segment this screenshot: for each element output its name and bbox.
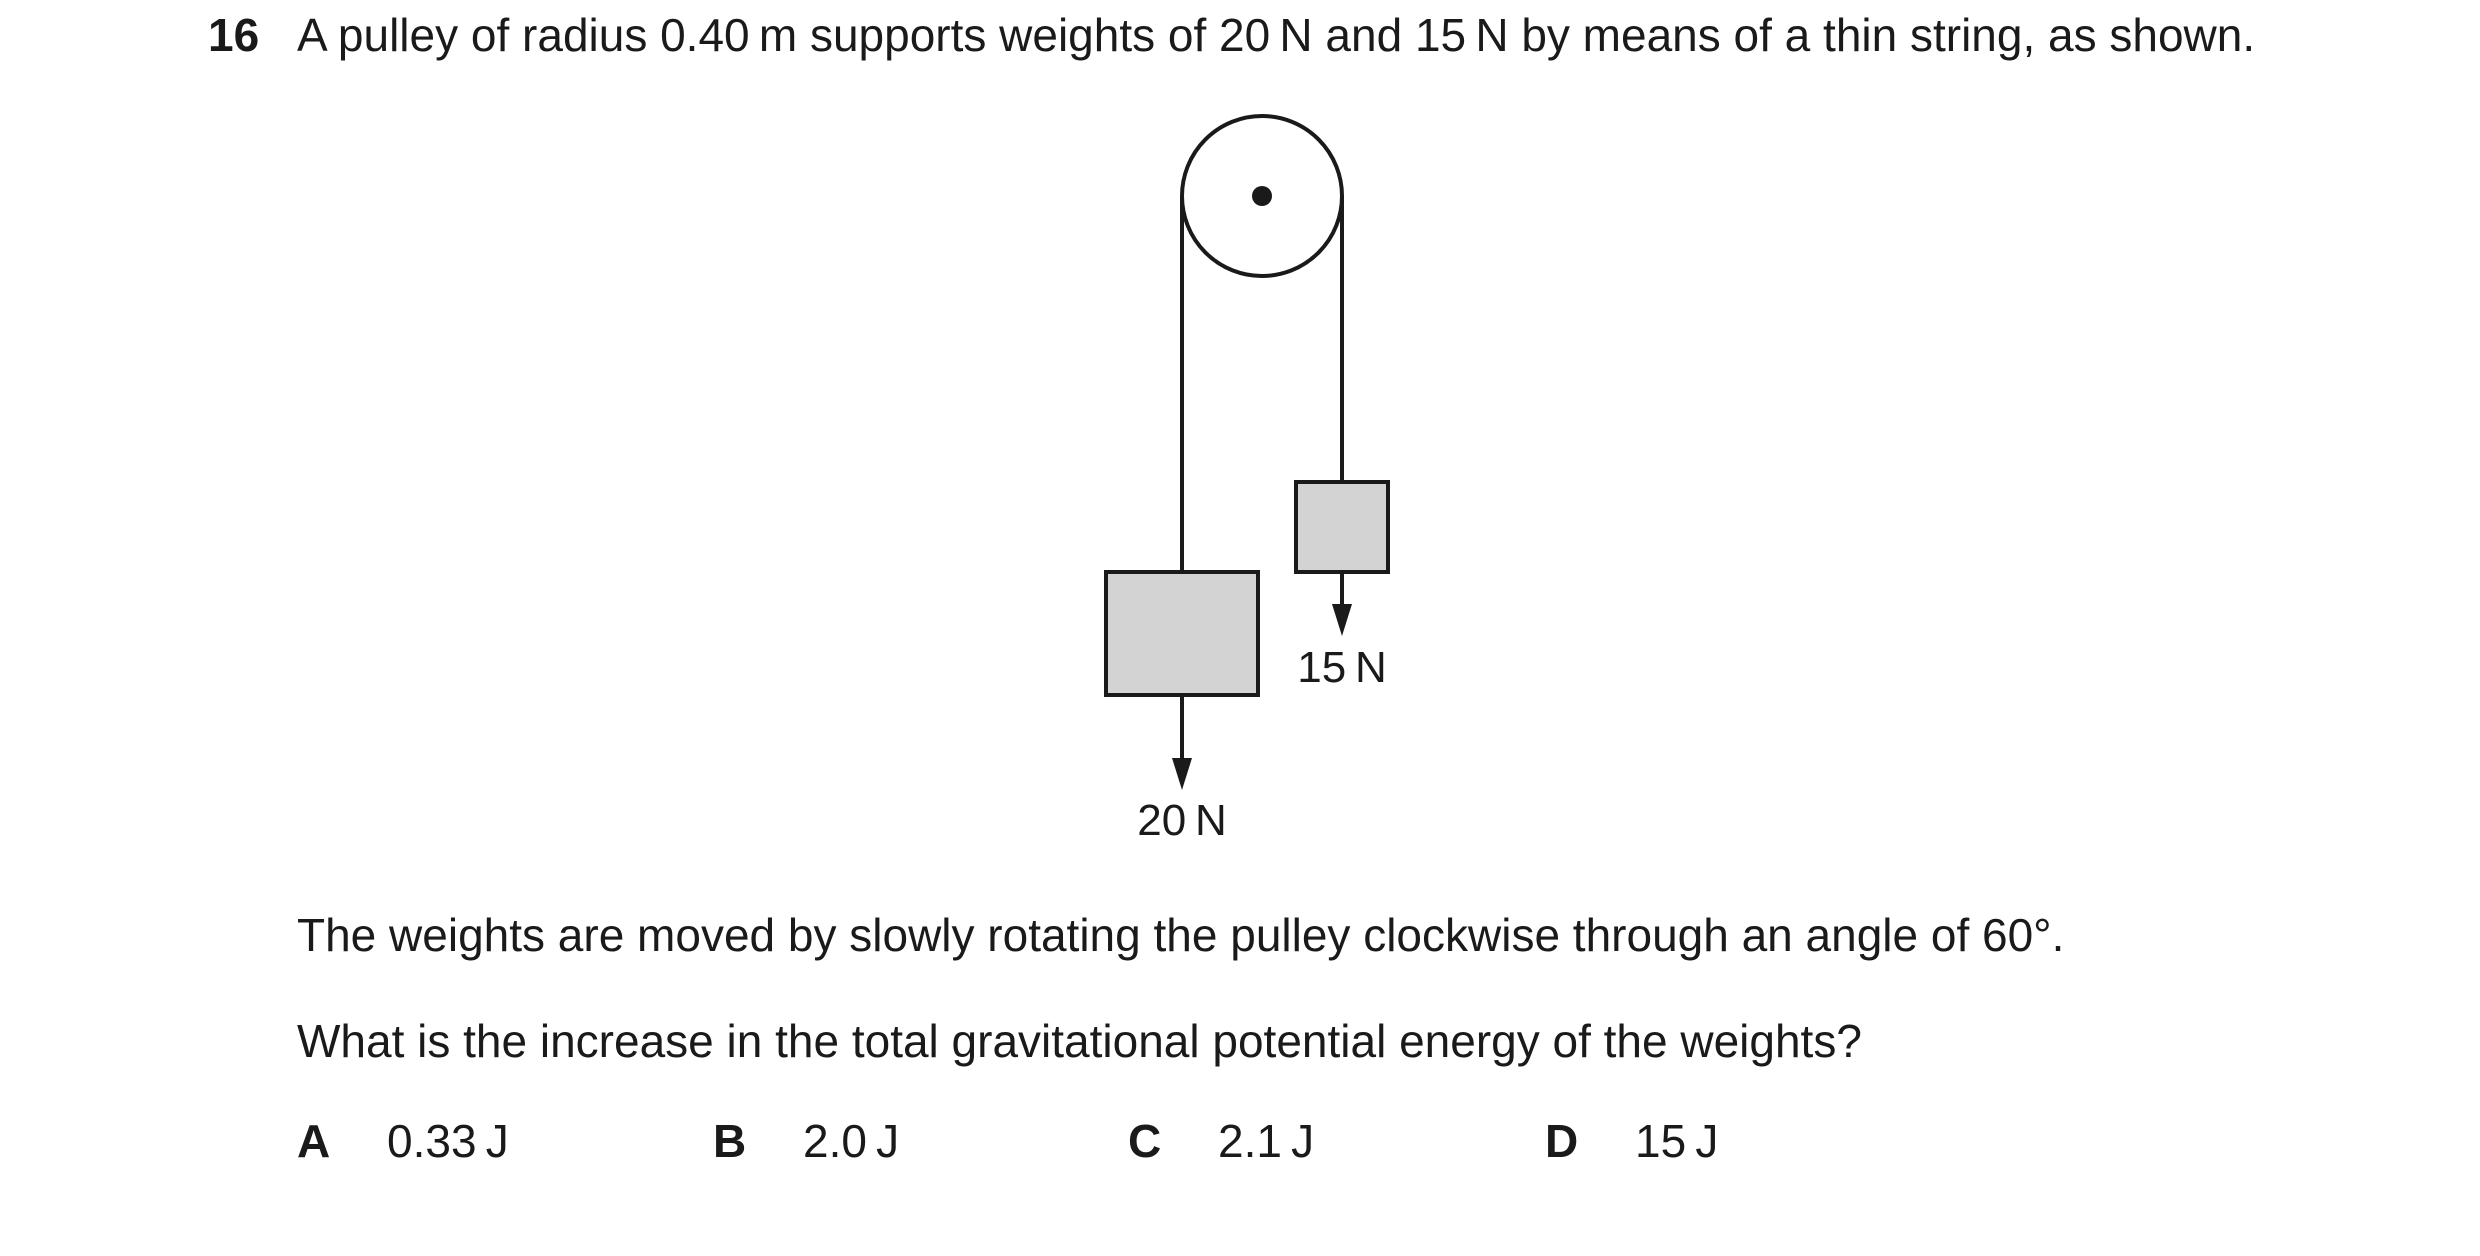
question-stem: A pulley of radius 0.40 m supports weigh… — [297, 9, 2256, 61]
right-weight-label: 15 N — [1297, 643, 1387, 692]
option-letter: B — [713, 1115, 747, 1167]
option-value: 0.33 J — [387, 1115, 509, 1167]
left-weight-label: 20 N — [1137, 796, 1227, 845]
pulley-diagram: 20 N 15 N — [1104, 114, 1390, 845]
context-paragraph: The weights are moved by slowly rotating… — [297, 909, 2065, 961]
right-weight — [1294, 480, 1390, 574]
pulley-axle — [1252, 186, 1272, 206]
option-letter: D — [1545, 1115, 1579, 1167]
right-force-arrowhead — [1332, 604, 1352, 636]
option-value: 15 J — [1635, 1115, 1719, 1167]
left-weight — [1104, 570, 1260, 697]
option-letter: C — [1128, 1115, 1162, 1167]
question-prompt: What is the increase in the total gravit… — [297, 1015, 1862, 1067]
option-value: 2.0 J — [803, 1115, 900, 1167]
question-number: 16 — [208, 9, 260, 61]
option-letter: A — [297, 1115, 331, 1167]
option-value: 2.1 J — [1218, 1115, 1315, 1167]
left-force-arrowhead — [1172, 758, 1192, 790]
